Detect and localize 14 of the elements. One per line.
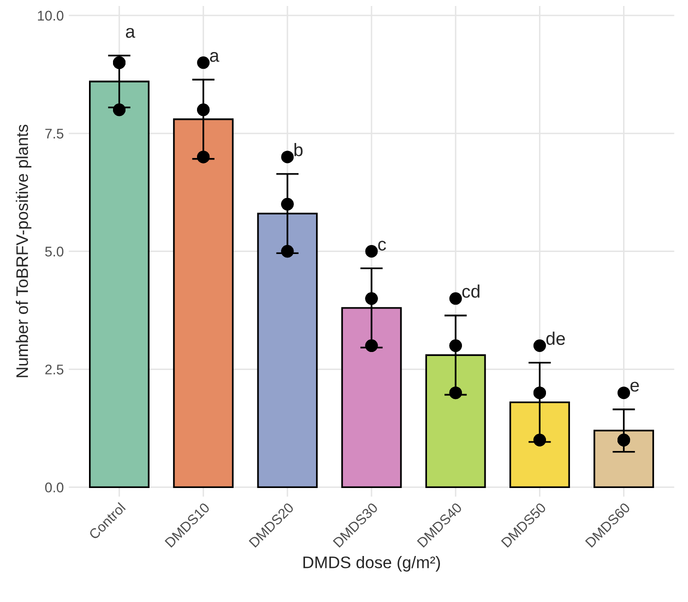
annotation: a xyxy=(210,52,220,62)
annotation: de xyxy=(546,332,565,345)
y-tick-label: 2.5 xyxy=(45,364,64,374)
y-tick-label: 7.5 xyxy=(45,128,64,139)
annotation: c xyxy=(378,240,386,251)
y-axis-title: Number of ToBRFV-positive plants xyxy=(16,124,32,378)
annotation: a xyxy=(126,28,136,38)
x-axis-title: DMDS dose (g/m²) xyxy=(303,556,440,572)
annotation: b xyxy=(294,142,303,156)
annotation: e xyxy=(630,382,639,392)
annotation: cd xyxy=(462,284,480,298)
y-tick-label: 5.0 xyxy=(45,246,64,257)
y-tick-label: 0.0 xyxy=(45,482,64,492)
y-tick-label: 10.0 xyxy=(38,10,64,21)
